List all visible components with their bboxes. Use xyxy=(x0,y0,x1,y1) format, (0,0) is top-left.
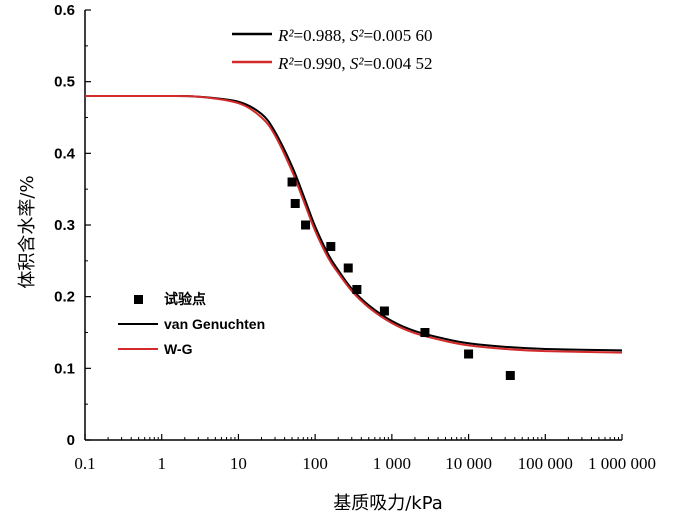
legend-label-test-points: 试验点 xyxy=(164,291,206,308)
annotation-s2-label: S² xyxy=(350,54,365,73)
van-genuchten-curve xyxy=(84,94,623,352)
annotation-r2-label: R² xyxy=(277,26,294,45)
test-point xyxy=(301,220,311,230)
x-tick-label: 1 xyxy=(157,454,166,473)
test-point xyxy=(379,306,389,316)
x-tick-label: 10 xyxy=(230,454,247,473)
legend-label-wg: W-G xyxy=(164,341,193,357)
test-point xyxy=(290,199,300,208)
tick-labels: 0.1 1 10 100 1 000 10 000 100 000 1 000 000 0 0.1… xyxy=(54,2,656,473)
fit-annotation-red: R²=0.990, S²=0.004 52 xyxy=(232,54,433,73)
test-point xyxy=(420,328,430,337)
y-tick-label: 0 xyxy=(67,432,75,449)
annotation-s2-value: =0.005 60 xyxy=(363,26,432,45)
test-point xyxy=(287,177,297,187)
y-tick-label: 0.5 xyxy=(54,74,75,91)
x-tick-label: 1 000 000 xyxy=(588,454,656,473)
test-point xyxy=(464,349,474,359)
test-point xyxy=(343,263,353,273)
scatter-points xyxy=(287,177,515,380)
legend-marker-test-points xyxy=(134,295,143,304)
svg-text:R²=0.988, S²=0.005 60: R²=0.988, S²=0.005 60 xyxy=(277,26,433,45)
x-tick-label: 0.1 xyxy=(74,454,95,473)
y-tick-label: 0.1 xyxy=(54,360,75,377)
x-tick-label: 100 xyxy=(302,454,328,473)
annotation-r2-value: =0.988, xyxy=(293,26,349,45)
legend-label-van-genuchten: van Genuchten xyxy=(164,316,265,332)
annotation-s2-label: S² xyxy=(350,26,365,45)
wg-curve xyxy=(84,94,623,354)
legend: 试验点 van Genuchten W-G xyxy=(118,291,265,357)
annotation-r2-value: =0.990, xyxy=(293,54,349,73)
x-tick-label: 1 000 xyxy=(373,454,411,473)
x-axis-title: 基质吸力/kPa xyxy=(333,493,443,514)
y-tick-label: 0.6 xyxy=(54,2,75,19)
test-point xyxy=(326,242,336,251)
y-tick-label: 0.3 xyxy=(54,217,75,234)
axes xyxy=(84,9,623,441)
x-tick-label: 10 000 xyxy=(445,454,492,473)
annotation-r2-label: R² xyxy=(277,54,294,73)
test-point xyxy=(352,285,362,294)
x-tick-label: 100 000 xyxy=(518,454,573,473)
svg-text:R²=0.990, S²=0.004 52: R²=0.990, S²=0.004 52 xyxy=(277,54,433,73)
annotation-s2-value: =0.004 52 xyxy=(363,54,432,73)
curves xyxy=(84,94,623,354)
y-tick-label: 0.4 xyxy=(54,145,76,162)
y-axis-title: 体积含水率/% xyxy=(17,175,38,288)
test-point xyxy=(505,371,515,380)
fit-annotation-black: R²=0.988, S²=0.005 60 xyxy=(232,26,433,45)
y-tick-label: 0.2 xyxy=(54,289,75,306)
